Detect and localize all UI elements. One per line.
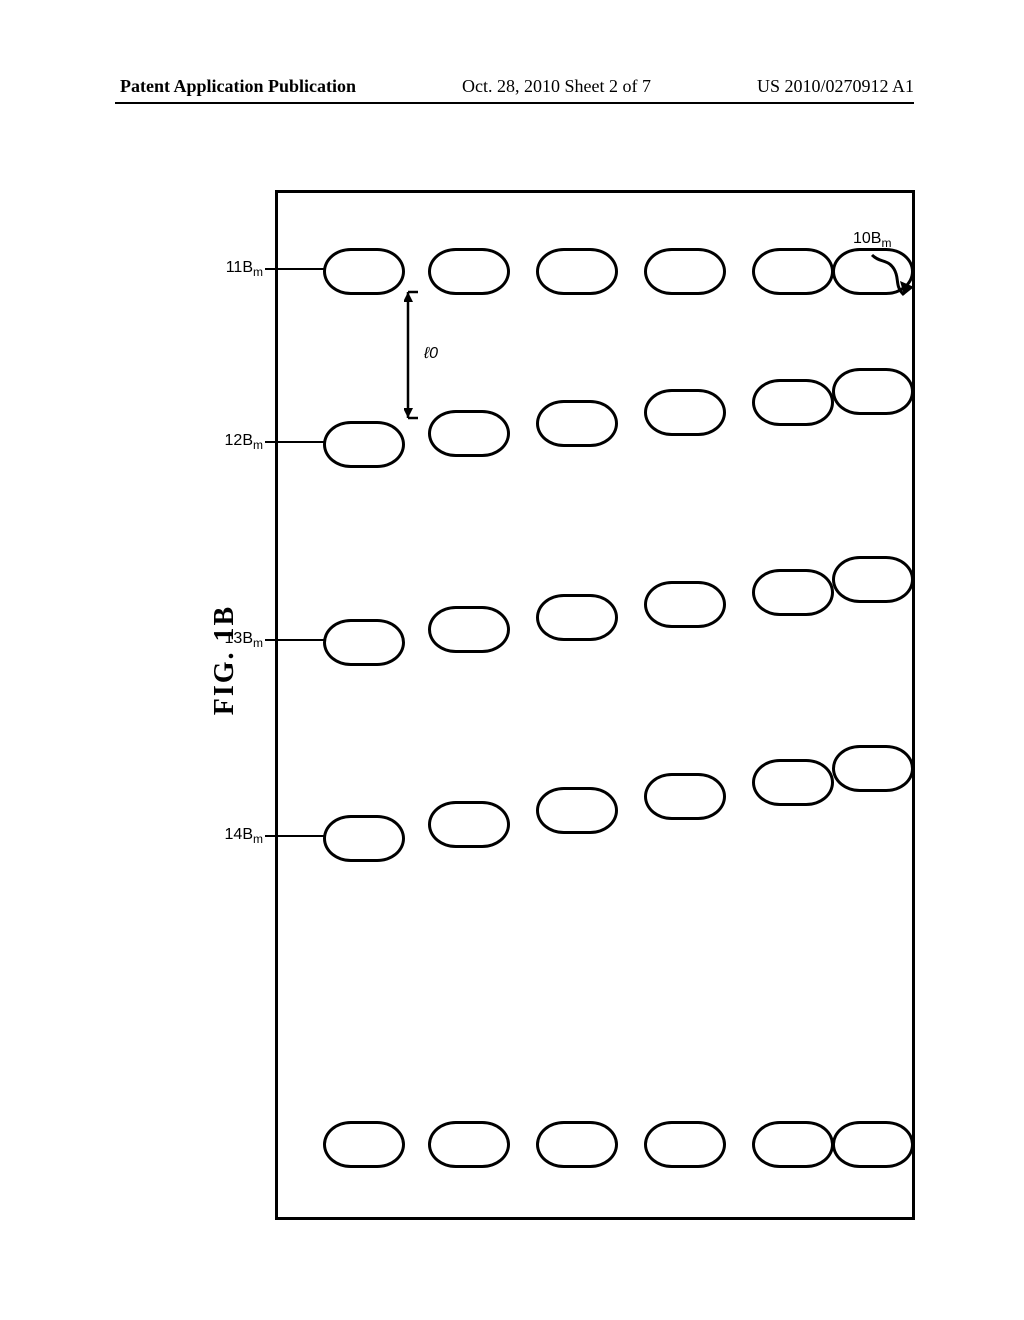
oval: [536, 594, 618, 641]
oval: [536, 1121, 618, 1168]
oval: [644, 773, 726, 820]
oval: [752, 1121, 834, 1168]
reference-arrow: [860, 245, 940, 325]
oval: [428, 606, 510, 653]
oval: [323, 1121, 405, 1168]
oval: [323, 815, 405, 862]
page-header: Patent Application Publication Oct. 28, …: [0, 76, 1024, 97]
oval: [752, 569, 834, 616]
oval: [644, 1121, 726, 1168]
row-leader: [265, 835, 324, 838]
oval: [832, 368, 914, 415]
oval: [644, 389, 726, 436]
oval-grid: [278, 193, 912, 1217]
oval: [832, 556, 914, 603]
oval: [428, 1121, 510, 1168]
oval: [644, 581, 726, 628]
oval: [752, 759, 834, 806]
oval: [832, 745, 914, 792]
oval: [536, 248, 618, 295]
header-right: US 2010/0270912 A1: [757, 76, 914, 97]
oval: [536, 400, 618, 447]
row-label: 12Bm: [225, 431, 263, 451]
row-label: 11Bm: [226, 258, 263, 278]
header-left: Patent Application Publication: [120, 76, 356, 97]
oval: [323, 421, 405, 468]
oval: [752, 248, 834, 295]
row-leader: [265, 639, 324, 642]
header-center: Oct. 28, 2010 Sheet 2 of 7: [462, 76, 651, 97]
oval: [323, 248, 405, 295]
oval: [323, 619, 405, 666]
diagram-frame: [275, 190, 915, 1220]
dimension-label: ℓ0: [424, 345, 438, 363]
row-label: 14Bm: [225, 825, 263, 845]
oval: [536, 787, 618, 834]
header-rule: [115, 102, 914, 104]
figure-label: FIG. 1B: [209, 605, 241, 715]
row-label: 13Bm: [225, 629, 263, 649]
row-leader: [265, 441, 324, 444]
oval: [752, 379, 834, 426]
oval: [832, 1121, 914, 1168]
oval: [428, 801, 510, 848]
row-leader: [265, 268, 324, 271]
oval: [644, 248, 726, 295]
